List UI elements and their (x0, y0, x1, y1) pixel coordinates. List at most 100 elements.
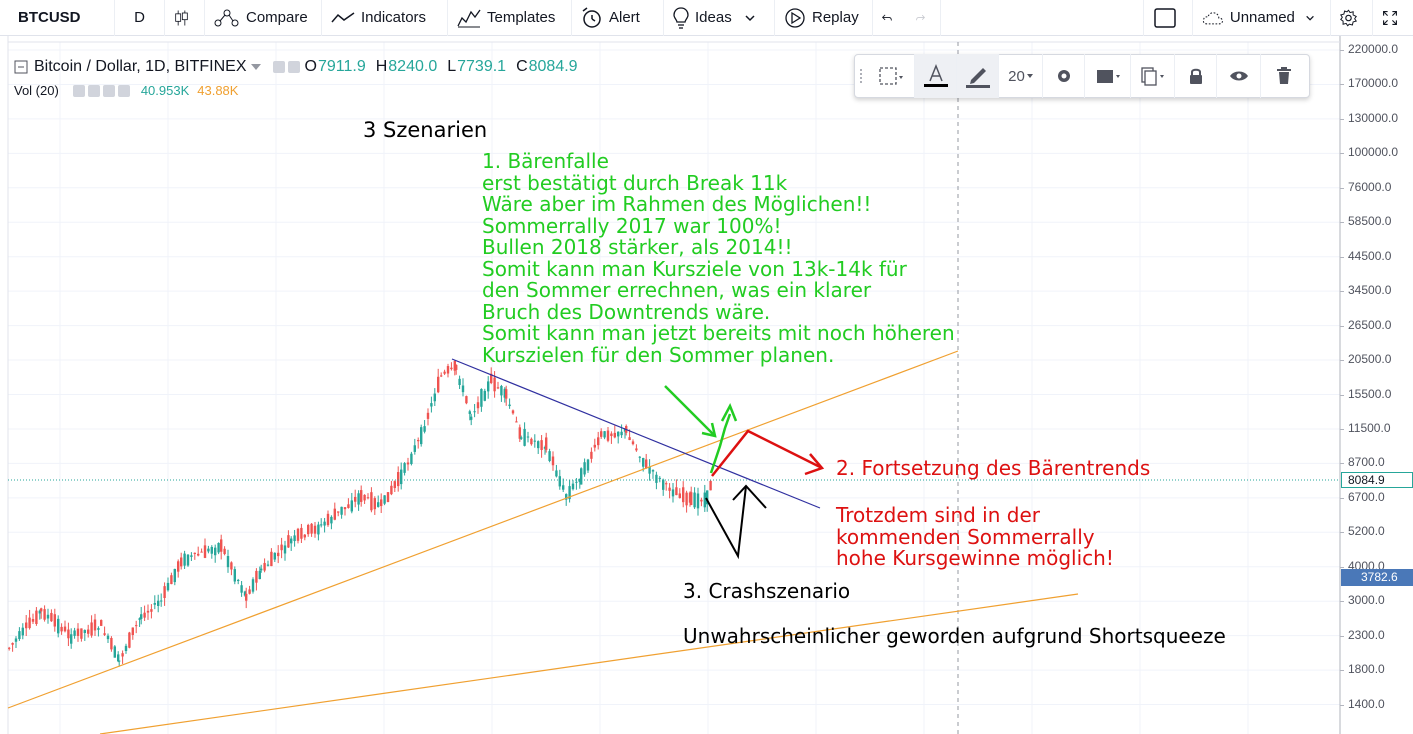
drag-handle[interactable] (855, 54, 867, 98)
undo-button[interactable] (873, 0, 907, 36)
symbol-label: BTCUSD (18, 9, 81, 26)
candle-body (14, 638, 18, 642)
delete-button[interactable] (1261, 54, 1307, 98)
candle-body (693, 492, 696, 508)
font-size-value: 20 (1008, 67, 1025, 85)
high-key: H (375, 58, 388, 75)
candle-body (537, 441, 540, 449)
candle-body (190, 555, 193, 557)
visibility-intervals-button[interactable] (1085, 54, 1131, 98)
candle-body (233, 569, 236, 582)
candle-body (678, 493, 681, 499)
gear-icon[interactable] (87, 84, 100, 97)
eye-icon[interactable] (272, 61, 285, 73)
lock-icon (1189, 68, 1202, 84)
price-axis-tick-label: 76000.0 (1348, 179, 1392, 194)
layout-button[interactable]: Unnamed (1193, 0, 1331, 36)
downtrend-line[interactable] (451, 358, 821, 509)
text-color-button[interactable] (915, 54, 957, 98)
chart-type-button[interactable] (165, 0, 205, 36)
candle-body (163, 586, 166, 598)
chevron-down-icon[interactable] (250, 64, 261, 70)
candle-body (248, 589, 251, 594)
symbol-title[interactable]: Bitcoin / Dollar, 1D, BITFINEX (34, 58, 247, 75)
candle-body (433, 393, 436, 402)
ideas-button[interactable]: Ideas (664, 0, 775, 36)
gear-icon (1057, 70, 1070, 82)
candle-body (350, 500, 353, 512)
compare-button[interactable]: Compare (205, 0, 322, 36)
candle-body (490, 373, 493, 384)
collapse-icon[interactable] (14, 60, 28, 74)
alert-button[interactable]: Alert (572, 0, 664, 36)
settings-icon[interactable] (102, 84, 115, 97)
candle-body (317, 524, 320, 535)
clone-button[interactable] (1131, 54, 1175, 98)
scenario-3-text[interactable]: Unwahrscheinlicher geworden aufgrund Sho… (683, 624, 1226, 648)
open-key: O (304, 58, 317, 75)
templates-button[interactable]: Templates (448, 0, 572, 36)
uptrend-line[interactable] (7, 350, 959, 709)
template-button[interactable] (867, 54, 915, 98)
price-axis[interactable]: 220000.0 170000.0 130000.0 100000.0 76000.0 5… (1340, 36, 1413, 734)
candle-body (413, 445, 416, 452)
price-axis-tick (1340, 84, 1344, 86)
candle-body (140, 614, 143, 619)
replay-button[interactable]: Replay (775, 0, 873, 36)
candle-body (580, 468, 583, 485)
candle-body (523, 428, 526, 446)
scenario-2-text[interactable]: Trotzdem sind in der kommenden Sommerral… (836, 503, 1114, 570)
drawing-settings-button[interactable] (1043, 54, 1085, 98)
redo-button[interactable] (907, 0, 941, 36)
legend-action-buttons[interactable] (272, 61, 303, 73)
text-color-icon (923, 63, 948, 87)
candle-body (73, 630, 76, 636)
red-scenario-arrows[interactable] (711, 429, 825, 477)
high-value: 8240.0 (388, 58, 438, 75)
candle-body (380, 499, 383, 507)
eye-icon[interactable] (72, 84, 85, 97)
candle-body (131, 627, 134, 636)
candle-body (245, 593, 248, 601)
volume-legend-buttons[interactable] (72, 84, 133, 97)
price-axis-tick (1340, 50, 1344, 51)
candle-body (255, 570, 258, 583)
candle-body (642, 457, 645, 467)
scenarios-title[interactable]: 3 Szenarien (363, 118, 488, 142)
gear-icon[interactable] (287, 61, 300, 73)
lock-button[interactable] (1175, 54, 1217, 98)
candle-body (121, 653, 124, 657)
black-scenario-arrows[interactable] (705, 484, 767, 560)
price-axis-tick-label: 170000.0 (1348, 76, 1399, 91)
hide-button[interactable] (1217, 54, 1261, 98)
fullscreen-toggle-button[interactable] (1143, 0, 1193, 36)
settings-button[interactable] (1331, 0, 1373, 36)
candle-body (70, 634, 73, 644)
templates-label: Templates (487, 9, 556, 26)
fullscreen-button[interactable] (1373, 0, 1413, 36)
candle-body (97, 628, 100, 630)
long-term-support-line[interactable] (99, 593, 1079, 734)
background-color-button[interactable] (957, 54, 999, 98)
price-chart[interactable] (0, 36, 1413, 734)
candle-body (386, 492, 390, 503)
price-axis-tick (1340, 463, 1344, 465)
scenario-2-title[interactable]: 2. Fortsetzung des Bärentrends (836, 456, 1151, 480)
interval-button[interactable]: D (115, 0, 165, 36)
scenario-3-title[interactable]: 3. Crashszenario (683, 579, 851, 603)
font-size-button[interactable]: 20 (999, 54, 1043, 98)
price-axis-tick-label: 11500.0 (1348, 420, 1391, 435)
candle-body (366, 497, 370, 499)
candle-body (420, 427, 423, 445)
green-scenario-arrows[interactable] (664, 385, 738, 474)
indicators-button[interactable]: Indicators (322, 0, 448, 36)
symbol-search-button[interactable]: BTCUSD (0, 0, 115, 36)
price-axis-tick (1340, 532, 1344, 534)
volume-title[interactable]: Vol (20) (14, 83, 59, 98)
scenario-1-text[interactable]: 1. Bärenfalle erst bestätigt durch Break… (482, 149, 955, 367)
candle-body (57, 618, 60, 634)
open-value: 7911.9 (317, 58, 366, 75)
candle-body (303, 534, 306, 538)
close-icon[interactable] (117, 84, 130, 97)
candle-body (347, 504, 350, 508)
